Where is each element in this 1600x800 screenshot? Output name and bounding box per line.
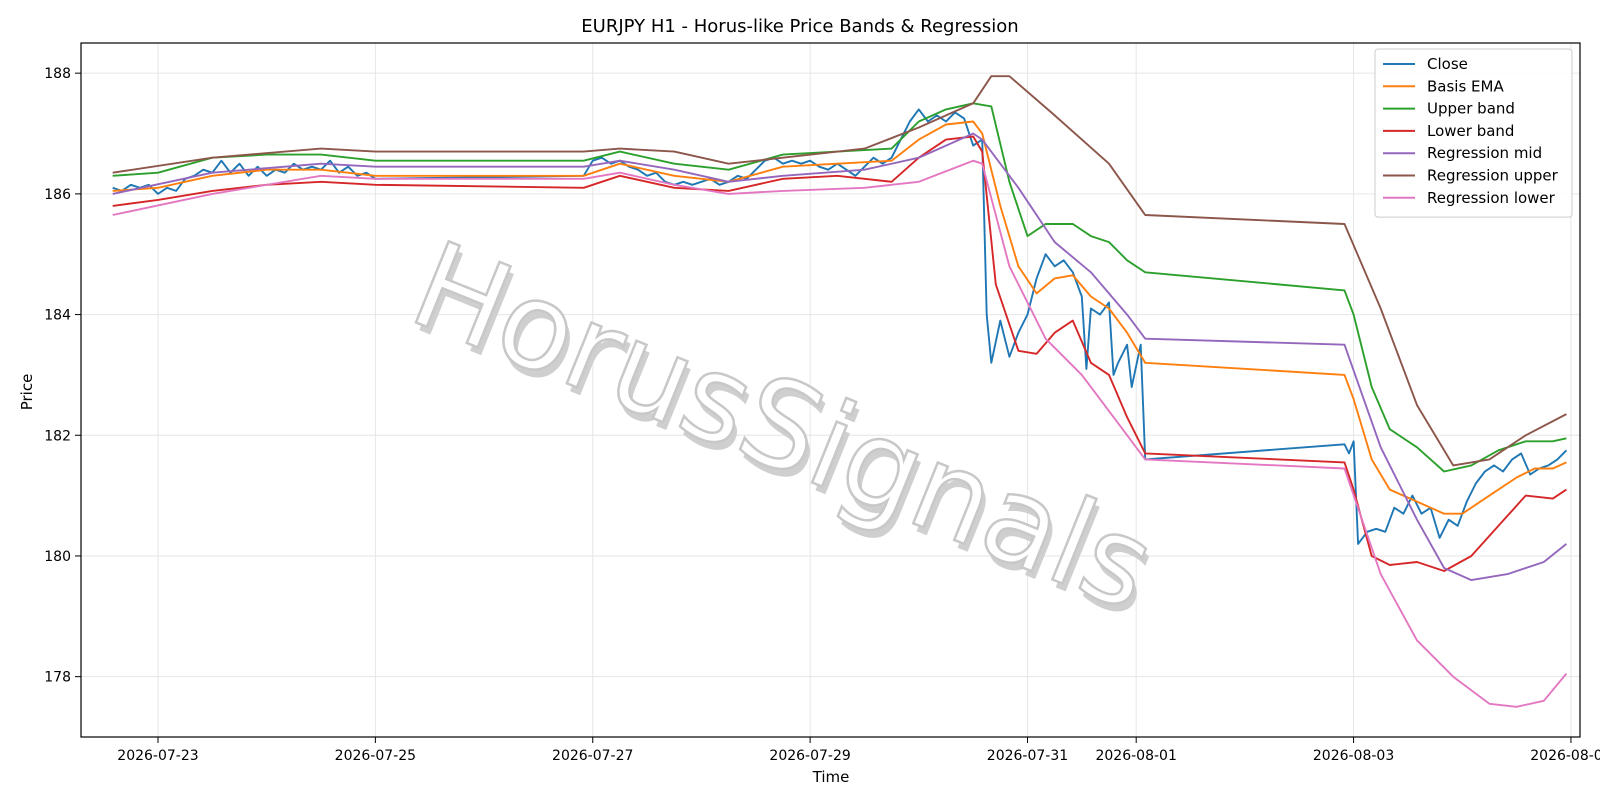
legend-label-4: Regression mid (1427, 144, 1542, 162)
series-line-2 (112, 102, 1567, 473)
legend-label-5: Regression upper (1427, 167, 1559, 185)
y-tick-label-2: 182 (44, 428, 71, 444)
y-tick-label-1: 180 (44, 549, 71, 565)
legend-label-3: Lower band (1427, 122, 1514, 140)
x-tick-label-1: 2026-07-25 (335, 748, 416, 764)
series-line-6 (112, 159, 1568, 708)
series-lines (112, 75, 1568, 708)
series-line-4 (112, 132, 1567, 582)
series-line-1 (112, 120, 1567, 515)
x-tick-label-5: 2026-08-01 (1095, 748, 1176, 764)
y-tick-label-4: 186 (44, 187, 71, 203)
x-axis-ticks: 2026-07-23 2026-07-25 2026-07-27 2026-07-29… (117, 737, 1600, 764)
legend: Close Basis EMA Upper band Lower band Regres… (1374, 48, 1573, 218)
legend-label-1: Basis EMA (1427, 77, 1504, 95)
x-tick-label-4: 2026-07-31 (987, 748, 1068, 764)
series-line-3 (112, 135, 1567, 572)
y-axis-label: Price (18, 374, 36, 411)
series-line-5 (112, 75, 1567, 467)
x-tick-label-3: 2026-07-29 (769, 748, 850, 764)
y-tick-label-5: 188 (44, 66, 71, 82)
legend-label-2: Upper band (1427, 100, 1515, 118)
x-tick-label-0: 2026-07-23 (117, 748, 198, 764)
x-tick-label-7: 2026-08-05 (1530, 748, 1600, 764)
y-tick-label-3: 184 (44, 308, 71, 324)
chart-title: EURJPY H1 - Horus-like Price Bands & Reg… (581, 16, 1018, 37)
x-axis-label: Time (812, 768, 850, 786)
x-tick-label-6: 2026-08-03 (1313, 748, 1394, 764)
y-tick-label-0: 178 (44, 670, 71, 686)
legend-label-0: Close (1427, 55, 1468, 73)
legend-box (1374, 48, 1573, 218)
x-tick-label-2: 2026-07-27 (552, 748, 633, 764)
plot-frame (80, 42, 1581, 738)
legend-label-6: Regression lower (1427, 189, 1556, 207)
y-axis-ticks: 178 180 182 184 186 188 (44, 66, 81, 686)
